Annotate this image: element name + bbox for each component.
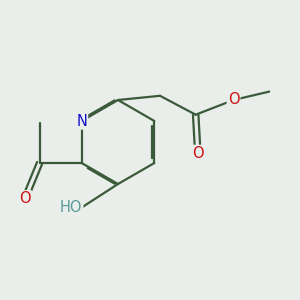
Text: HO: HO	[60, 200, 82, 214]
Text: O: O	[228, 92, 239, 107]
Text: N: N	[76, 113, 87, 128]
Text: O: O	[19, 191, 31, 206]
Text: O: O	[192, 146, 204, 161]
